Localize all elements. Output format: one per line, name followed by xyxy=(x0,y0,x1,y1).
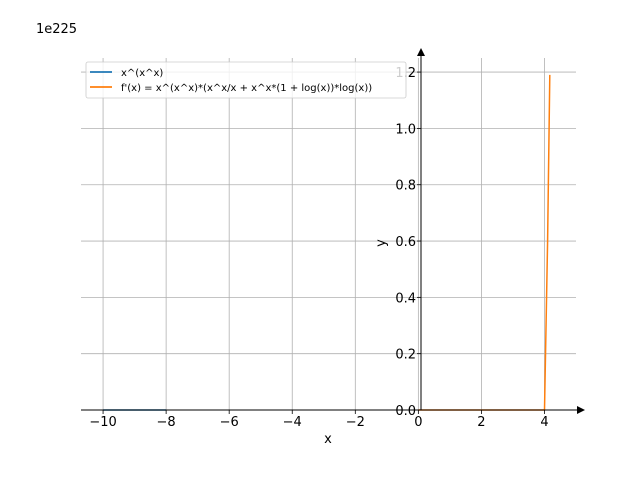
y-axis-label: y xyxy=(374,239,389,247)
y-tick-label: 0.4 xyxy=(395,291,416,306)
x-tick-label: −8 xyxy=(157,415,176,430)
series-layer xyxy=(103,74,551,411)
y-axis-arrow xyxy=(417,48,425,56)
x-axis-arrow xyxy=(577,406,585,414)
x-axis-label: x xyxy=(324,432,332,447)
y-ticks: 0.00.20.40.60.81.01.2 xyxy=(395,66,421,419)
legend-label-0: x^(x^x) xyxy=(121,68,163,79)
legend-frame xyxy=(85,61,407,99)
x-tick-label: −6 xyxy=(220,415,239,430)
y-tick-label: 1.0 xyxy=(395,122,416,137)
x-tick-label: 0 xyxy=(414,415,422,430)
axes xyxy=(81,48,585,414)
x-ticks: −10 −8 −6 −4 −2 0 2 4 xyxy=(89,410,549,430)
y-tick-label: 0.2 xyxy=(395,348,416,363)
y-tick-label: 0.8 xyxy=(395,179,416,194)
y-tick-label: 0.0 xyxy=(395,404,416,419)
y-offset-text: 1e225 xyxy=(36,22,77,37)
x-tick-label: −4 xyxy=(283,415,302,430)
x-tick-label: 2 xyxy=(477,415,485,430)
legend-label-1: f'(x) = x^(x^x)*(x^x/x + x^x*(1 + log(x)… xyxy=(121,83,372,94)
x-tick-label: 4 xyxy=(540,415,548,430)
x-tick-label: −10 xyxy=(89,415,116,430)
legend: x^(x^x) f'(x) = x^(x^x)*(x^x/x + x^x*(1 +… xyxy=(85,61,407,99)
y-tick-label: 0.6 xyxy=(395,235,416,250)
grid xyxy=(81,58,576,411)
series-line-1 xyxy=(418,74,551,411)
x-tick-label: −2 xyxy=(346,415,365,430)
